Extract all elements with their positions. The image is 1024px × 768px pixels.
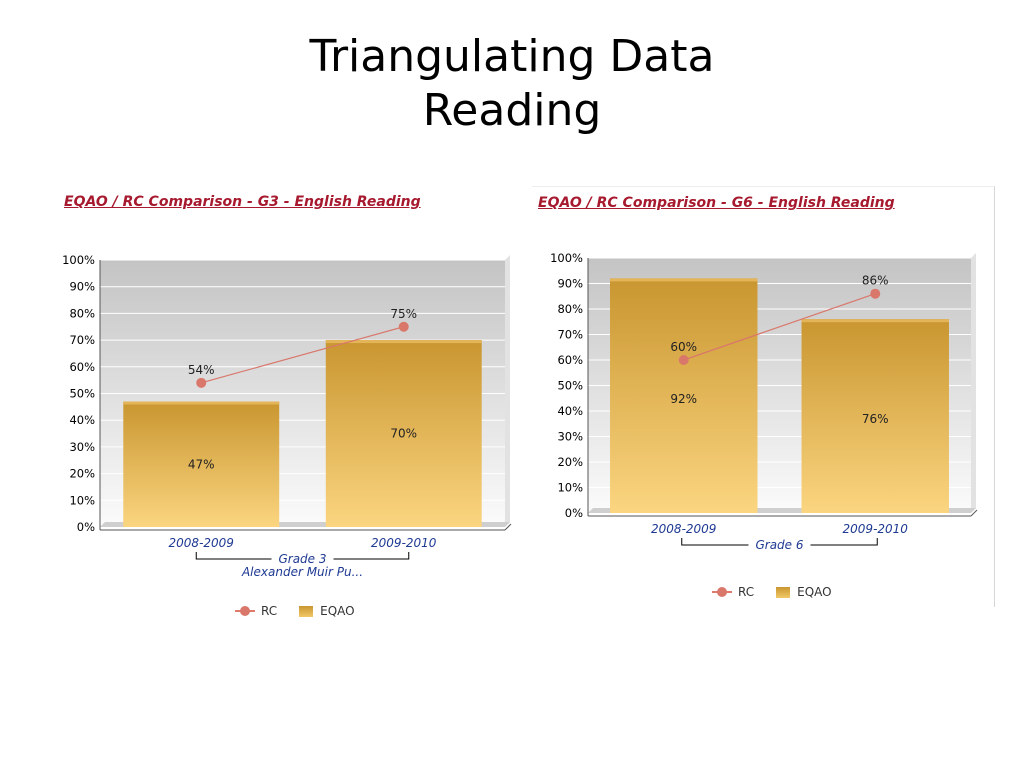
y-tick-label: 40% xyxy=(557,404,583,418)
legend-line-marker xyxy=(235,606,255,616)
school-label: Alexander Muir Pu... xyxy=(241,565,363,579)
legend-label-rc: RC xyxy=(738,585,755,599)
x-axis-edge xyxy=(970,509,978,517)
y-tick-label: 0% xyxy=(77,520,95,534)
y-tick-label: 30% xyxy=(557,430,583,444)
legend-line-marker xyxy=(712,587,732,597)
legend-item-rc[interactable]: RC xyxy=(712,585,754,599)
slide-title-line-2: Reading xyxy=(422,85,602,136)
slide-title-line-1: Triangulating Data xyxy=(309,31,715,82)
chart-panel-g6: EQAO / RC Comparison - G6 - English Read… xyxy=(532,186,995,607)
group-label: Grade 6 xyxy=(755,538,803,552)
legend-item-eqao[interactable]: EQAO xyxy=(776,585,832,599)
slide-title: Triangulating Data Reading xyxy=(0,30,1024,138)
bar-top-edge xyxy=(801,319,949,323)
y-tick-label: 60% xyxy=(69,360,95,374)
group-label: Grade 3 xyxy=(278,552,326,566)
rc-value-label: 60% xyxy=(670,340,697,354)
legend-label-rc: RC xyxy=(261,604,278,618)
y-tick-label: 10% xyxy=(557,481,583,495)
chart-panel-g3: EQAO / RC Comparison - G3 - English Read… xyxy=(55,188,525,628)
series-line-rc xyxy=(683,293,876,361)
bar-top-edge xyxy=(325,340,482,344)
category-label: 2008-2009 xyxy=(651,522,716,536)
rc-value-label: 75% xyxy=(390,307,417,321)
legend-bar-marker xyxy=(299,605,314,617)
plot-edge xyxy=(971,253,976,513)
bar-value-label: 47% xyxy=(188,457,215,471)
bar-value-label: 70% xyxy=(390,427,417,441)
y-tick-label: 30% xyxy=(69,440,95,454)
rc-point xyxy=(678,355,689,365)
chart-svg-g6: 0% 10% 20% 30% 40% 50% 60% 70% 80% 90% 100% 92% 76% 6… xyxy=(550,251,978,552)
y-tick-label: 80% xyxy=(557,302,583,316)
y-tick-label: 70% xyxy=(69,333,95,347)
bar-eqao xyxy=(801,319,949,513)
series-line-rc xyxy=(201,326,404,384)
y-tick-label: 100% xyxy=(550,251,583,265)
y-tick-label: 60% xyxy=(557,353,583,367)
category-label: 2008-2009 xyxy=(169,536,234,550)
legend-label-eqao: EQAO xyxy=(320,604,355,618)
y-tick-label: 90% xyxy=(557,277,583,291)
legend-g6: RC EQAO xyxy=(712,585,854,599)
y-tick-label: 20% xyxy=(557,455,583,469)
chart-heading-g3[interactable]: EQAO / RC Comparison - G3 - English Read… xyxy=(64,194,421,210)
bar-value-label: 92% xyxy=(670,392,697,406)
y-tick-label: 50% xyxy=(557,379,583,393)
y-tick-label: 80% xyxy=(69,306,95,320)
y-tick-label: 20% xyxy=(69,467,95,481)
legend-bar-marker xyxy=(776,586,791,598)
group-label-bg xyxy=(748,541,811,549)
bar-top-edge xyxy=(610,278,758,282)
bar-top-edge xyxy=(123,401,280,405)
category-label: 2009-2010 xyxy=(843,522,909,536)
rc-point xyxy=(196,377,207,388)
y-tick-label: 70% xyxy=(557,328,583,342)
bar-eqao xyxy=(325,340,482,527)
group-label-bg xyxy=(271,555,334,563)
category-label: 2009-2010 xyxy=(371,536,437,550)
legend-item-rc[interactable]: RC xyxy=(235,604,277,618)
chart-heading-g6[interactable]: EQAO / RC Comparison - G6 - English Read… xyxy=(538,195,895,211)
x-axis-edge xyxy=(504,523,512,531)
rc-point xyxy=(870,288,881,299)
y-tick-label: 90% xyxy=(69,280,95,294)
y-tick-label: 40% xyxy=(69,413,95,427)
y-tick-label: 10% xyxy=(69,493,95,507)
chart-svg-g3: 0% 10% 20% 30% 40% 50% 60% 70% 80% 90% 100% 47% 70% 5… xyxy=(62,253,512,579)
bar-eqao xyxy=(123,401,280,527)
bar-value-label: 76% xyxy=(862,412,889,426)
y-tick-label: 50% xyxy=(69,387,95,401)
bar-eqao xyxy=(610,278,758,513)
plot-edge xyxy=(505,255,510,527)
legend-g3: RC EQAO xyxy=(235,604,377,618)
rc-value-label: 86% xyxy=(862,274,889,288)
legend-label-eqao: EQAO xyxy=(797,585,832,599)
rc-point xyxy=(398,321,409,332)
legend-item-eqao[interactable]: EQAO xyxy=(299,604,355,618)
rc-value-label: 54% xyxy=(188,363,215,377)
y-tick-label: 0% xyxy=(565,506,583,520)
y-tick-label: 100% xyxy=(62,253,95,267)
